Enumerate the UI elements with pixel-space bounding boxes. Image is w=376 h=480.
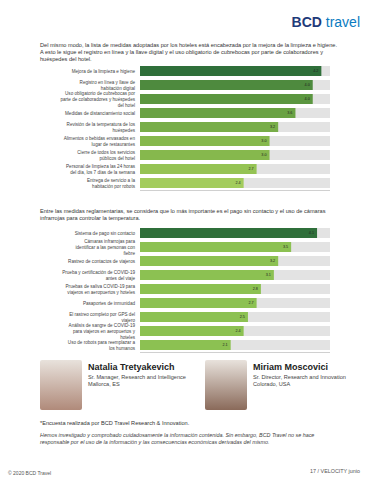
svg-text:2.5: 2.5 [240,315,245,319]
svg-text:2.1: 2.1 [222,343,227,347]
svg-text:Alimentos o bebidas envasados: Alimentos o bebidas envasados enlugar de… [64,136,136,147]
svg-text:Análisis de sangre de COVID-19: Análisis de sangre de COVID-19para viaje… [69,323,136,340]
html-text:Mallorca, ES: Mallorca, ES [88,381,120,387]
svg-text:4.0: 4.0 [305,97,310,101]
html-text:Del mismo modo, la lista de me: Del mismo modo, la lista de medidas adop… [40,42,337,62]
svg-text:Prueba y certificación de COVI: Prueba y certificación de COVID-19antes … [62,270,135,281]
svg-text:3.2: 3.2 [270,125,275,129]
html-text:17 / VELOCITY junio: 17 / VELOCITY junio [310,468,360,474]
svg-text:Mejora de la limpieza e higien: Mejora de la limpieza e higiene [72,69,136,74]
html-text:*Encuesta realizada por BCD Tr: *Encuesta realizada por BCD Travel Resea… [40,420,190,426]
html-text:Hemos investigado y comprobado: Hemos investigado y comprobado cuidadosa… [40,432,315,445]
svg-text:Medidas de distanciamiento soc: Medidas de distanciamiento social [65,111,135,116]
svg-text:4.2: 4.2 [313,69,318,73]
html-text:Miriam Moscovici: Miriam Moscovici [253,362,328,372]
html-text:Natalia Tretyakevich: Natalia Tretyakevich [88,362,175,372]
svg-text:Pruebas de saliva COVID-19 par: Pruebas de saliva COVID-19 paraviajeros … [66,284,136,295]
svg-text:3.0: 3.0 [261,139,266,143]
svg-text:Cámaras infrarrojas paraidenti: Cámaras infrarrojas paraidentificar a la… [76,239,136,256]
svg-text:Revisión de la temperatura de: Revisión de la temperatura de loshuésped… [67,122,136,133]
svg-text:3.1: 3.1 [266,273,271,277]
svg-text:2.7: 2.7 [248,167,253,171]
svg-text:3.6: 3.6 [287,111,292,115]
svg-text:2.4: 2.4 [235,329,240,333]
svg-text:Personal de limpieza las 24 ho: Personal de limpieza las 24 horasdel día… [66,164,136,175]
svg-text:Rastreo de contactos de viajer: Rastreo de contactos de viajeros [68,259,136,264]
svg-text:2.4: 2.4 [235,181,240,185]
svg-text:Entrega de servicio a lahabita: Entrega de servicio a lahabitación por r… [87,178,136,189]
svg-text:Uso de robots para reemplazar: Uso de robots para reemplazar alos human… [68,340,136,351]
svg-text:Pasaportes de inmunidad: Pasaportes de inmunidad [83,301,136,306]
svg-text:Sistema de pago sin contacto: Sistema de pago sin contacto [75,231,136,236]
svg-text:Registro en línea y llave deha: Registro en línea y llave dehabitación d… [80,80,136,91]
svg-text:4.1: 4.1 [309,231,314,235]
svg-text:3.5: 3.5 [283,245,288,249]
html-text:Sr. Director, Research and Inn: Sr. Director, Research and Innovation [253,374,346,380]
svg-text:4.0: 4.0 [305,83,310,87]
svg-text:3.2: 3.2 [270,259,275,263]
svg-text:2.8: 2.8 [253,287,258,291]
html-text:BCD travel: BCD travel [291,14,360,30]
html-text:© 2020 BCD Travel: © 2020 BCD Travel [8,470,52,476]
svg-text:Uso obligatorio de cubrebocas: Uso obligatorio de cubrebocas porparte d… [60,91,135,108]
html-text:Colorado, USA: Colorado, USA [253,381,291,387]
html-text:Sr. Manager, Research and Inte: Sr. Manager, Research and Intelligence [88,374,186,380]
svg-text:Cierre de todos los serviciosp: Cierre de todos los serviciospúblicos de… [77,150,135,161]
svg-text:El rastreo completo por GPS de: El rastreo completo por GPS delviajero [69,312,135,323]
svg-text:2.7: 2.7 [248,301,253,305]
html-text:Entre las medidas reglamentari: Entre las medidas reglamentarias, se con… [40,208,326,221]
svg-text:3.0: 3.0 [261,153,266,157]
